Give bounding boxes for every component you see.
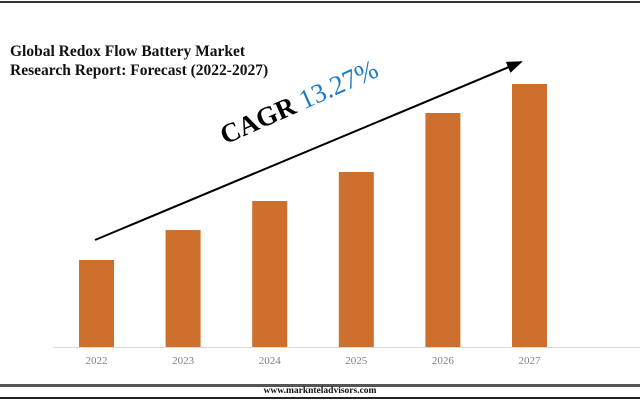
top-border (0, 1, 640, 3)
x-tick-label: 2027 (519, 355, 542, 367)
bar-2023 (165, 230, 201, 347)
footer-border (0, 384, 640, 387)
bottom-border (0, 397, 640, 399)
footer-url: www.marknteladvisors.com (263, 386, 377, 396)
chart-title: Global Redox Flow Battery Market Researc… (10, 43, 269, 79)
bar-2022 (79, 260, 114, 347)
x-tick-label: 2026 (432, 355, 455, 367)
bar-2027 (512, 84, 547, 347)
x-tick-label: 2024 (259, 355, 282, 367)
bar-2026 (425, 113, 461, 347)
x-tick-label: 2023 (172, 355, 195, 367)
x-tick-label: 2022 (86, 355, 108, 367)
growth-arrow (94, 61, 523, 241)
x-tick-label: 2025 (345, 355, 368, 367)
bar-2025 (338, 172, 374, 347)
bar-2024 (252, 201, 288, 347)
